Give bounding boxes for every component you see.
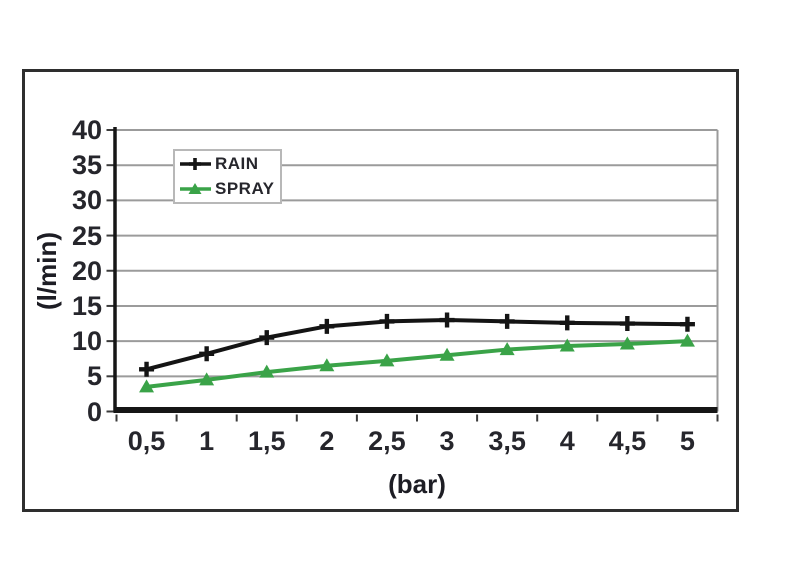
y-tick-label: 10 — [71, 326, 102, 357]
legend: RAIN SPRAY — [173, 149, 282, 204]
legend-item-rain: RAIN — [179, 152, 280, 177]
y-tick-label: 0 — [86, 396, 102, 427]
y-tick-label: 25 — [71, 220, 102, 251]
x-tick-label: 1 — [199, 426, 215, 456]
x-tick-label: 3,5 — [488, 426, 526, 456]
x-tick-label: 4 — [559, 426, 575, 456]
chart-frame — [22, 69, 739, 512]
rain-line-plus-marker-icon — [179, 155, 215, 173]
y-tick-label: 15 — [71, 290, 102, 321]
legend-item-spray: SPRAY — [179, 177, 280, 202]
spray-line-triangle-marker-icon — [179, 180, 215, 198]
x-tick-label: 5 — [679, 426, 695, 456]
x-tick-label: 1,5 — [247, 426, 286, 456]
y-tick-label: 20 — [71, 255, 102, 286]
x-tick-label: 3 — [439, 426, 455, 456]
y-tick-label: 40 — [71, 115, 102, 145]
y-tick-label: 35 — [71, 150, 102, 181]
x-tick-label: 2,5 — [368, 426, 406, 456]
x-tick-label: 2 — [319, 426, 335, 456]
legend-label-rain: RAIN — [215, 154, 259, 173]
y-tick-label: 30 — [71, 185, 102, 216]
x-tick-label: 0,5 — [127, 426, 166, 456]
x-tick-label: 4,5 — [608, 426, 647, 456]
y-axis-title: (l/min) — [32, 232, 62, 310]
y-tick-label: 5 — [86, 361, 102, 392]
legend-label-spray: SPRAY — [215, 179, 275, 198]
x-axis-title: (bar) — [388, 469, 446, 499]
